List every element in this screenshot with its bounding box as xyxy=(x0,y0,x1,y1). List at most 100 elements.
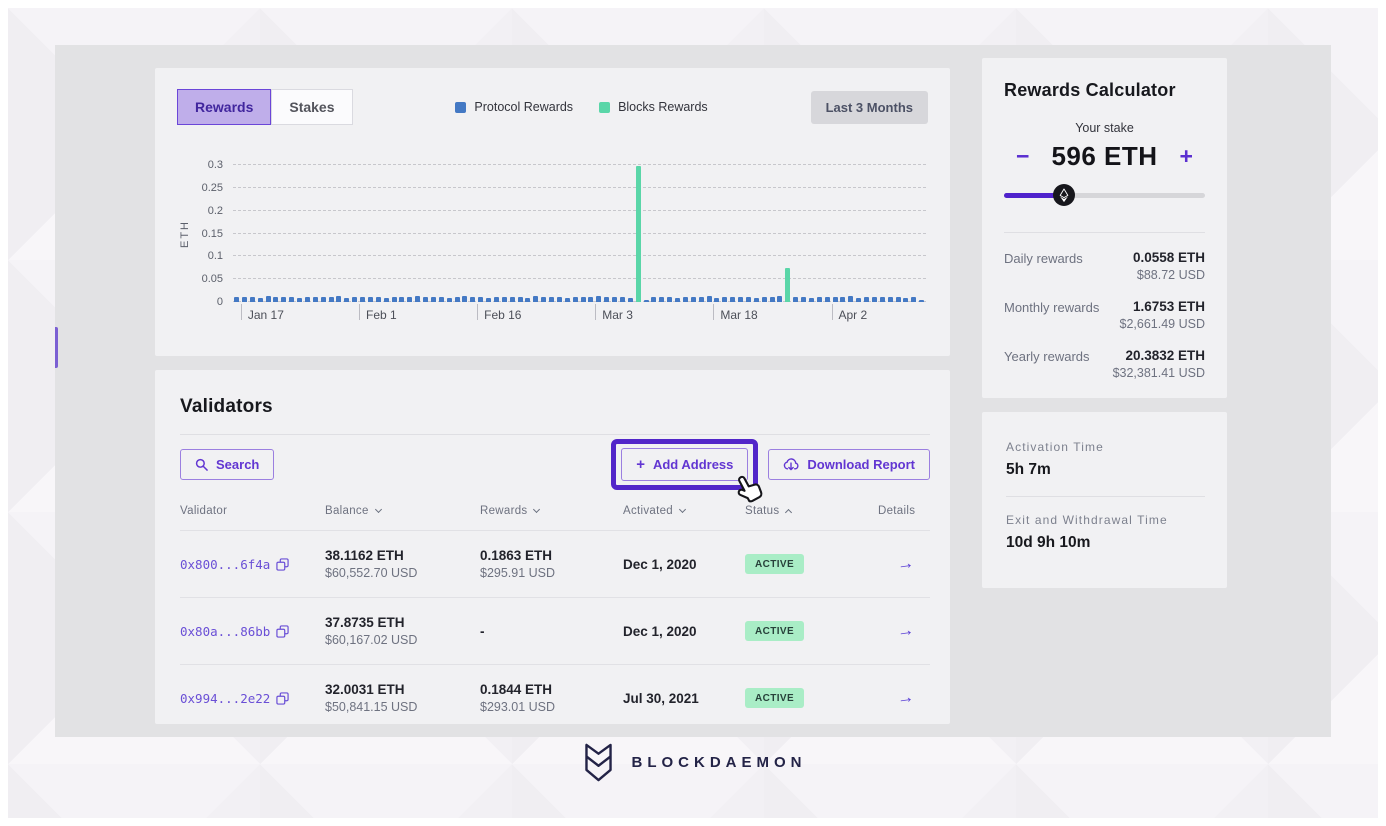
validator-address-link[interactable]: 0x800...6f4a xyxy=(180,557,325,572)
column-header-activated[interactable]: Activated xyxy=(623,505,745,517)
download-report-button[interactable]: Download Report xyxy=(768,448,930,480)
validator-address[interactable]: 0x800...6f4a xyxy=(180,556,271,572)
blockdaemon-wordmark: BLOCKDAEMON xyxy=(631,754,807,771)
chart-bar xyxy=(430,296,436,302)
chart-bar xyxy=(423,297,428,302)
left-edge-accent xyxy=(55,327,58,368)
status-cell: ACTIVE xyxy=(745,621,878,641)
copy-icon[interactable] xyxy=(276,557,289,571)
column-header-balance[interactable]: Balance xyxy=(325,505,480,517)
chart-bar xyxy=(289,296,295,302)
rewards-eth: 0.1844 ETH xyxy=(480,682,553,697)
chart-legend: Protocol Rewards Blocks Rewards xyxy=(353,100,811,114)
validator-address[interactable]: 0x994...2e22 xyxy=(180,690,271,706)
chart-bar xyxy=(667,296,673,302)
sort-chevron-down-icon xyxy=(374,505,382,514)
exit-withdrawal-time-label: Exit and Withdrawal Time xyxy=(1006,513,1168,527)
chart-bar xyxy=(619,296,625,302)
chart-bar xyxy=(840,296,846,302)
y-tick-label: 0.25 xyxy=(201,181,223,194)
stake-value: 596 ETH xyxy=(1051,141,1158,171)
activation-time-value: 5h 7m xyxy=(1006,461,1051,478)
chart-bar xyxy=(336,296,342,302)
stake-increase-button[interactable]: + xyxy=(1179,143,1193,169)
balance-eth: 37.8735 ETH xyxy=(325,615,405,630)
chart-bar xyxy=(234,297,239,302)
activated-date: Jul 30, 2021 xyxy=(623,690,699,706)
search-button[interactable]: Search xyxy=(180,448,275,480)
slider-track[interactable] xyxy=(1004,193,1205,198)
chart-bar xyxy=(580,297,586,302)
chart-bar xyxy=(911,296,917,302)
details-arrow-button[interactable]: → xyxy=(895,552,916,575)
rewards-eth: - xyxy=(480,623,485,639)
chart-bar xyxy=(895,296,901,302)
tab-rewards[interactable]: Rewards xyxy=(177,89,272,125)
activation-time-card: Activation Time 5h 7m Exit and Withdrawa… xyxy=(982,412,1227,588)
column-header-details: Details xyxy=(878,505,916,517)
cursor-hand-icon xyxy=(721,463,777,522)
chart-bar xyxy=(486,297,491,302)
tab-stakes[interactable]: Stakes xyxy=(271,89,353,125)
period-selector-button[interactable]: Last 3 Months xyxy=(810,90,928,124)
validators-card: Validators Search + Add Address xyxy=(155,370,950,724)
legend-swatch-blue xyxy=(455,101,467,113)
stake-decrease-button[interactable]: − xyxy=(1016,143,1030,169)
table-header-row: Validator Balance Rewards Activated Status De… xyxy=(180,493,930,530)
reward-period-label: Daily rewards xyxy=(1004,251,1083,266)
chart-bar xyxy=(572,296,578,302)
details-arrow-button[interactable]: → xyxy=(895,619,916,642)
chart-tabs: Rewards Stakes xyxy=(177,89,353,125)
chart-bar xyxy=(304,296,310,302)
chart-bar xyxy=(604,297,610,302)
y-tick-label: 0.2 xyxy=(207,204,223,217)
column-header-rewards[interactable]: Rewards xyxy=(480,505,623,517)
add-address-label: Add Address xyxy=(652,456,734,472)
chart-bar xyxy=(761,296,767,302)
footer-brand: BLOCKDAEMON xyxy=(0,742,1386,783)
details-cell: → xyxy=(878,552,930,575)
copy-icon[interactable] xyxy=(276,624,289,638)
column-header-status[interactable]: Status xyxy=(745,505,878,517)
gridline: 0.2 xyxy=(208,205,926,217)
chart-bar xyxy=(785,268,791,302)
validator-address-link[interactable]: 0x80a...86bb xyxy=(180,624,325,639)
chart-bar xyxy=(438,296,444,302)
chart-bar xyxy=(383,297,389,302)
chart-bar xyxy=(257,297,263,302)
chart-bar xyxy=(297,297,302,302)
chart-bar xyxy=(769,297,775,302)
chart-bar xyxy=(864,297,869,302)
column-header-validator: Validator xyxy=(180,505,228,517)
chart-bar xyxy=(517,296,523,302)
x-axis-labels: Jan 17 Feb 1 Feb 16 Mar 3 Mar 18 Apr 2 xyxy=(233,304,926,338)
chart-bar xyxy=(643,300,649,302)
activated-date: Dec 1, 2020 xyxy=(623,623,697,639)
table-row: 0x994...2e22 32.0031 ETH $50,841.15 USD 0.1… xyxy=(180,664,930,731)
chart-bar xyxy=(328,296,334,302)
gridline: 0 xyxy=(217,296,926,308)
stake-slider[interactable] xyxy=(1004,184,1205,206)
details-arrow-button[interactable]: → xyxy=(895,686,916,709)
chart-bar xyxy=(541,297,547,302)
chart-bar xyxy=(320,296,326,302)
chart-bar xyxy=(816,296,822,302)
slider-thumb-eth-icon[interactable] xyxy=(1053,184,1076,206)
chart-bar xyxy=(407,297,413,302)
validator-address-link[interactable]: 0x994...2e22 xyxy=(180,691,325,706)
chart-bar xyxy=(446,297,452,302)
chart-bar xyxy=(454,296,460,302)
divider xyxy=(1006,496,1205,497)
chart-bar xyxy=(265,296,271,302)
chart-bar xyxy=(241,296,247,302)
balance-usd: $60,167.02 USD xyxy=(325,633,418,647)
add-address-button[interactable]: + Add Address xyxy=(621,447,749,481)
details-cell: → xyxy=(878,686,930,709)
chart-bar xyxy=(887,297,893,302)
gridline: 0.3 xyxy=(208,159,926,171)
validator-address[interactable]: 0x80a...86bb xyxy=(180,623,271,639)
copy-icon[interactable] xyxy=(276,691,289,705)
y-tick-label: 0.3 xyxy=(207,159,223,171)
chart-bar xyxy=(470,297,476,302)
chart-bar xyxy=(533,296,539,302)
